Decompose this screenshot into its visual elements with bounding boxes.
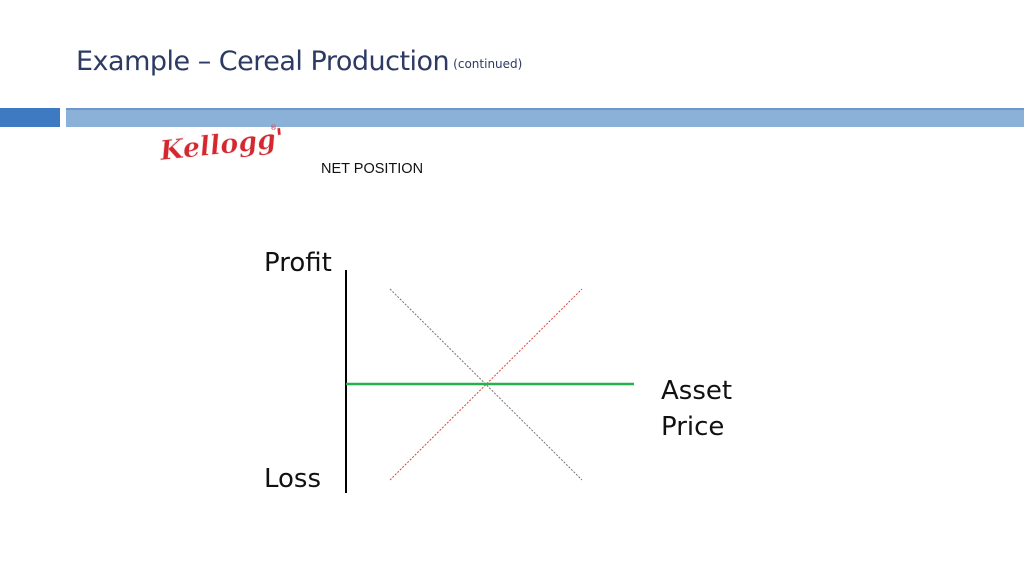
header-bar-accent: [0, 108, 60, 127]
asset-price-label-line2: Price: [661, 412, 725, 442]
diagram-heading: NET POSITION: [321, 161, 424, 177]
registered-mark: ®: [270, 124, 277, 132]
loss-label: Loss: [264, 464, 322, 494]
slide-title: Example – Cereal Production (continued): [76, 44, 522, 82]
slide-title-subtitle: (continued): [453, 57, 523, 71]
slide-title-main: Example – Cereal Production: [76, 46, 450, 77]
kelloggs-logo: Kellogg's ®: [158, 121, 282, 167]
asset-price-label-line1: Asset: [661, 376, 733, 406]
long-position-line: [389, 288, 583, 481]
short-position-line: [389, 288, 583, 481]
header-bar: [66, 108, 1024, 127]
profit-label: Profit: [264, 248, 332, 278]
